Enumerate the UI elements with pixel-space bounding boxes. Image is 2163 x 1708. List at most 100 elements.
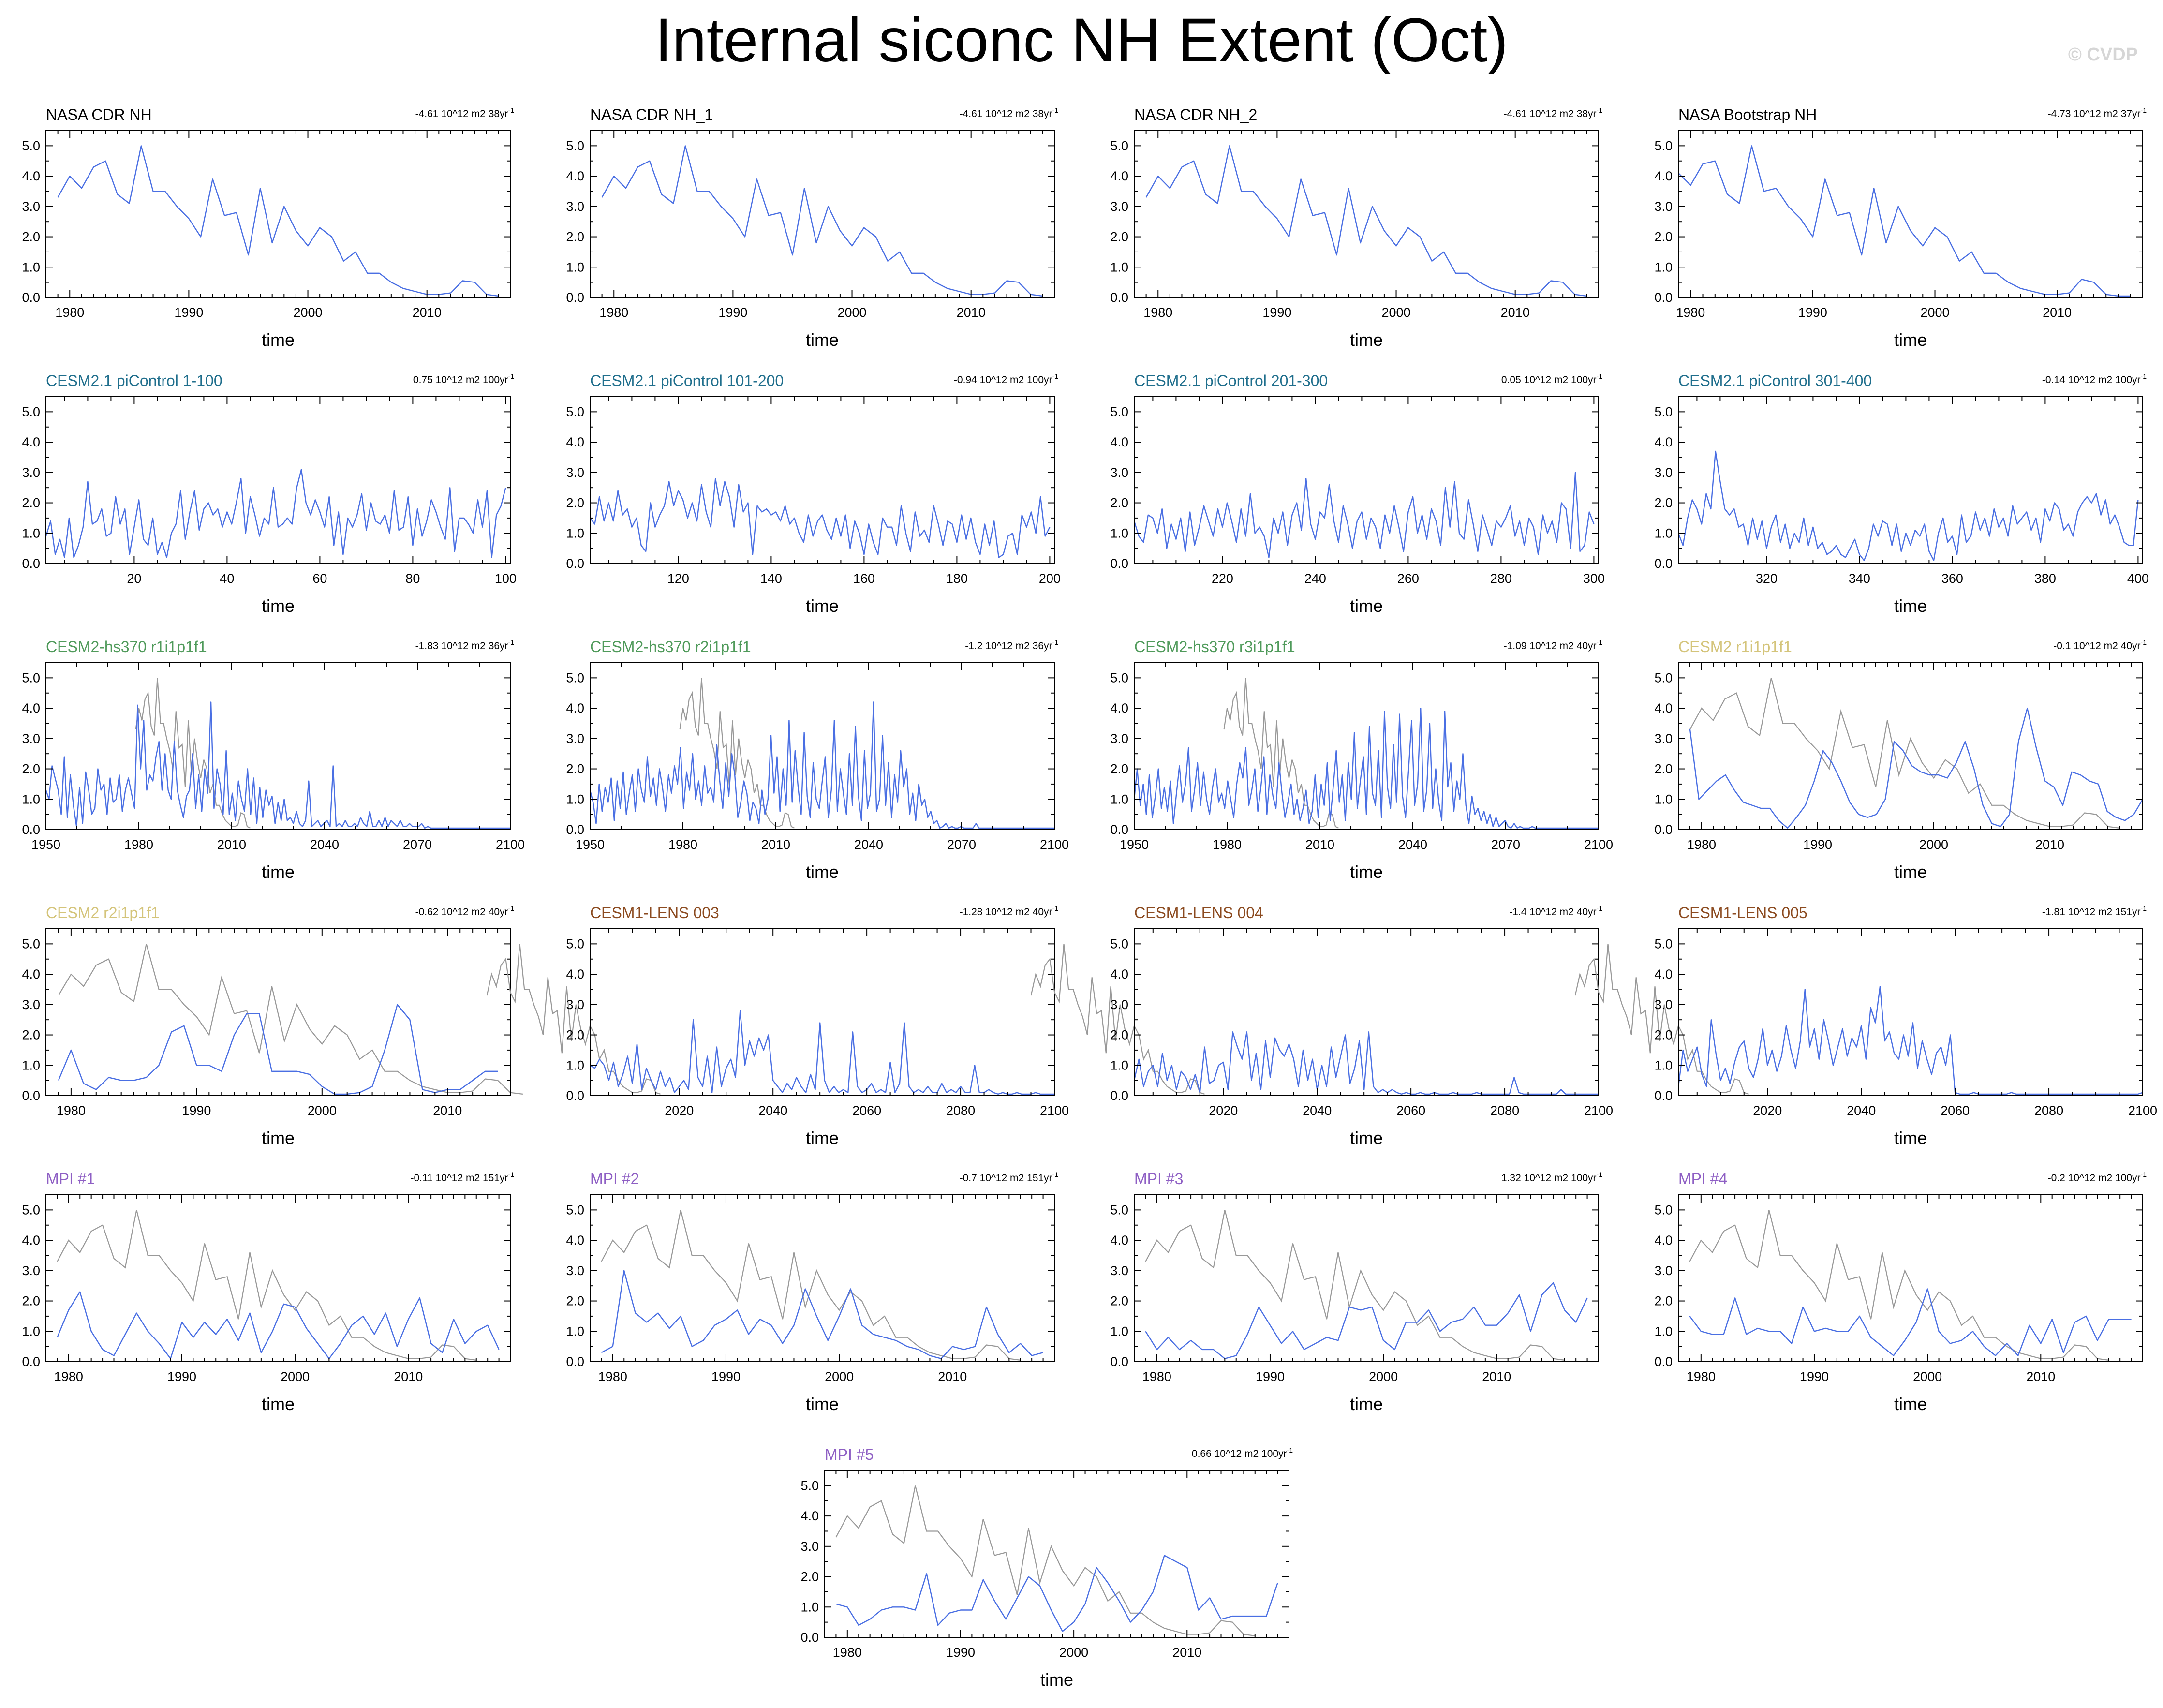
y-tick-label: 0.0 bbox=[566, 822, 584, 837]
y-tick-label: 3.0 bbox=[1110, 997, 1128, 1012]
plot-frame bbox=[1678, 662, 2143, 830]
x-tick-label: 1990 bbox=[1798, 305, 1827, 320]
x-tick-label: 2000 bbox=[1913, 1369, 1942, 1384]
trend-value: -1.4 10^12 m2 40yr bbox=[1509, 906, 1596, 918]
y-tick-label: 3.0 bbox=[22, 731, 40, 746]
trend-exponent: -1 bbox=[2141, 1171, 2147, 1178]
panel-title: CESM2 r2i1p1f1 bbox=[46, 904, 160, 921]
y-tick-label: 5.0 bbox=[1654, 1203, 1673, 1217]
plot-frame bbox=[1678, 1194, 2143, 1362]
y-tick-label: 1.0 bbox=[22, 1058, 40, 1072]
x-axis-label: time bbox=[1894, 1394, 1927, 1414]
trend-value: 0.05 10^12 m2 100yr bbox=[1501, 374, 1597, 386]
y-tick-label: 5.0 bbox=[566, 936, 584, 951]
obs-series-line bbox=[601, 1210, 1021, 1361]
trend-label: 1.32 10^12 m2 100yr-1 bbox=[1501, 1171, 1602, 1184]
y-tick-label: 1.0 bbox=[1654, 1324, 1673, 1338]
x-tick-label: 2040 bbox=[1847, 1103, 1876, 1118]
y-tick-label: 2.0 bbox=[566, 496, 584, 510]
y-tick-label: 1.0 bbox=[566, 260, 584, 274]
trend-exponent: -1 bbox=[508, 1171, 515, 1178]
trend-exponent: -1 bbox=[1287, 1446, 1293, 1454]
trend-exponent: -1 bbox=[1597, 1171, 1603, 1178]
y-tick-label: 0.0 bbox=[566, 1354, 584, 1369]
y-tick-label: 1.0 bbox=[1110, 1324, 1128, 1338]
trend-exponent: -1 bbox=[1597, 106, 1603, 114]
obs-series-line bbox=[1574, 944, 1749, 1095]
trend-label: -1.83 10^12 m2 36yr-1 bbox=[415, 639, 515, 652]
trend-value: -1.09 10^12 m2 40yr bbox=[1504, 640, 1597, 652]
y-tick-label: 5.0 bbox=[566, 670, 584, 685]
y-tick-label: 0.0 bbox=[1110, 822, 1128, 837]
y-tick-label: 3.0 bbox=[566, 1263, 584, 1278]
series-line bbox=[836, 1555, 1278, 1632]
y-tick-label: 1.0 bbox=[566, 1058, 584, 1072]
trend-exponent: -1 bbox=[2141, 639, 2147, 646]
x-tick-label: 220 bbox=[1212, 571, 1233, 586]
x-tick-label: 2010 bbox=[1482, 1369, 1511, 1384]
trend-value: 0.75 10^12 m2 100yr bbox=[413, 374, 508, 386]
series-line bbox=[1678, 145, 2131, 297]
y-tick-label: 5.0 bbox=[1110, 138, 1128, 153]
panel-title: CESM2-hs370 r1i1p1f1 bbox=[46, 638, 207, 655]
x-tick-label: 2010 bbox=[761, 837, 790, 852]
panel-title: NASA CDR NH_1 bbox=[590, 106, 713, 123]
y-tick-label: 0.0 bbox=[22, 290, 40, 305]
x-tick-label: 2040 bbox=[310, 837, 339, 852]
chart-panel: CESM2 r1i1p1f1 -0.1 10^12 m2 40yr-1 0.0 1.0… bbox=[1654, 638, 2147, 882]
y-tick-label: 3.0 bbox=[1654, 731, 1673, 746]
chart-panel: CESM2.1 piControl 101-200 -0.94 10^12 m2 … bbox=[566, 372, 1060, 616]
x-tick-label: 2000 bbox=[1059, 1645, 1088, 1660]
y-tick-label: 4.0 bbox=[1654, 967, 1673, 981]
obs-series-line bbox=[1030, 944, 1205, 1095]
x-tick-label: 2060 bbox=[1941, 1103, 1970, 1118]
x-tick-label: 2060 bbox=[1396, 1103, 1425, 1118]
x-tick-label: 1980 bbox=[1142, 1369, 1171, 1384]
x-tick-label: 2010 bbox=[2035, 837, 2064, 852]
trend-label: -1.28 10^12 m2 40yr-1 bbox=[960, 905, 1059, 918]
y-tick-label: 1.0 bbox=[800, 1600, 819, 1614]
y-tick-label: 4.0 bbox=[1654, 169, 1673, 183]
series-line bbox=[601, 1270, 1043, 1359]
x-tick-label: 1980 bbox=[55, 305, 84, 320]
trend-value: -0.2 10^12 m2 100yr bbox=[2048, 1173, 2141, 1184]
y-tick-label: 0.0 bbox=[1654, 556, 1673, 571]
x-tick-label: 320 bbox=[1756, 571, 1778, 586]
x-tick-label: 2000 bbox=[293, 305, 322, 320]
x-axis-label: time bbox=[1040, 1670, 1073, 1690]
x-tick-label: 1980 bbox=[668, 837, 697, 852]
trend-label: -4.73 10^12 m2 37yr-1 bbox=[2048, 106, 2147, 119]
x-tick-label: 340 bbox=[1849, 571, 1870, 586]
x-axis-label: time bbox=[1350, 596, 1383, 616]
y-tick-label: 0.0 bbox=[800, 1630, 819, 1645]
x-tick-label: 1990 bbox=[1803, 837, 1832, 852]
x-tick-label: 1950 bbox=[1120, 837, 1149, 852]
y-tick-label: 1.0 bbox=[22, 260, 40, 274]
x-tick-label: 240 bbox=[1304, 571, 1326, 586]
x-axis-label: time bbox=[1894, 330, 1927, 350]
series-line bbox=[58, 1004, 498, 1095]
y-tick-label: 3.0 bbox=[1110, 465, 1128, 480]
x-tick-label: 2010 bbox=[2026, 1369, 2055, 1384]
trend-label: -0.62 10^12 m2 40yr-1 bbox=[415, 905, 515, 918]
trend-exponent: -1 bbox=[1052, 372, 1059, 380]
x-tick-label: 2010 bbox=[957, 305, 986, 320]
plot-frame bbox=[1134, 1194, 1599, 1362]
y-tick-label: 3.0 bbox=[1654, 465, 1673, 480]
trend-exponent: -1 bbox=[2141, 372, 2147, 380]
chart-panel: MPI #3 1.32 10^12 m2 100yr-1 0.0 1.0 2.0 3.0 4… bbox=[1110, 1170, 1602, 1414]
y-tick-label: 0.0 bbox=[22, 556, 40, 571]
x-axis-label: time bbox=[1350, 1128, 1383, 1148]
x-tick-label: 400 bbox=[2127, 571, 2149, 586]
x-tick-label: 200 bbox=[1039, 571, 1061, 586]
y-tick-label: 4.0 bbox=[22, 169, 40, 183]
y-tick-label: 4.0 bbox=[1110, 169, 1128, 183]
y-tick-label: 4.0 bbox=[22, 435, 40, 449]
y-tick-label: 0.0 bbox=[1110, 556, 1128, 571]
y-tick-label: 4.0 bbox=[566, 967, 584, 981]
trend-exponent: -1 bbox=[2141, 905, 2147, 912]
y-tick-label: 4.0 bbox=[566, 701, 584, 715]
x-tick-label: 80 bbox=[405, 571, 420, 586]
y-tick-label: 5.0 bbox=[566, 138, 584, 153]
